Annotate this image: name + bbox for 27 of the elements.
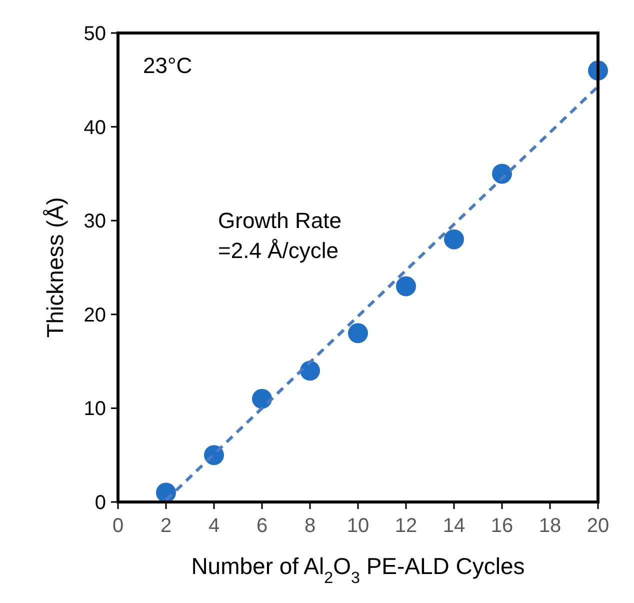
x-tick-label: 2 — [160, 515, 172, 537]
y-tick-label: 10 — [84, 398, 106, 420]
y-tick-label: 50 — [84, 23, 106, 45]
point — [348, 323, 368, 344]
x-tick-label: 8 — [304, 515, 316, 537]
x-tick-label: 4 — [208, 515, 220, 537]
point — [252, 388, 272, 409]
y-axis-title: Thickness (Å) — [42, 197, 68, 338]
x-tick-label: 16 — [490, 515, 514, 537]
point — [444, 229, 464, 250]
y-tick-label: 20 — [84, 304, 106, 326]
x-tick-label: 12 — [394, 515, 418, 537]
y-tick-label: 0 — [94, 492, 106, 514]
point — [492, 164, 512, 184]
point — [300, 360, 320, 381]
x-tick-label: 10 — [346, 515, 370, 537]
x-tick-label: 18 — [538, 515, 562, 537]
x-tick-label: 20 — [586, 515, 610, 537]
point — [396, 276, 416, 296]
annotation: Growth Rate =2.4 Å/cycle — [218, 208, 342, 263]
annotation: 23°C — [143, 53, 192, 78]
x-tick-label: 6 — [256, 515, 268, 537]
x-axis-title: Number of Al$_{2}$O$_{3}$ PE-ALD Cycles — [191, 553, 525, 587]
x-tick-label: 14 — [442, 515, 466, 537]
x-tick-label: 0 — [112, 515, 124, 537]
y-tick-label: 30 — [84, 210, 106, 233]
y-tick-label: 40 — [84, 116, 106, 139]
